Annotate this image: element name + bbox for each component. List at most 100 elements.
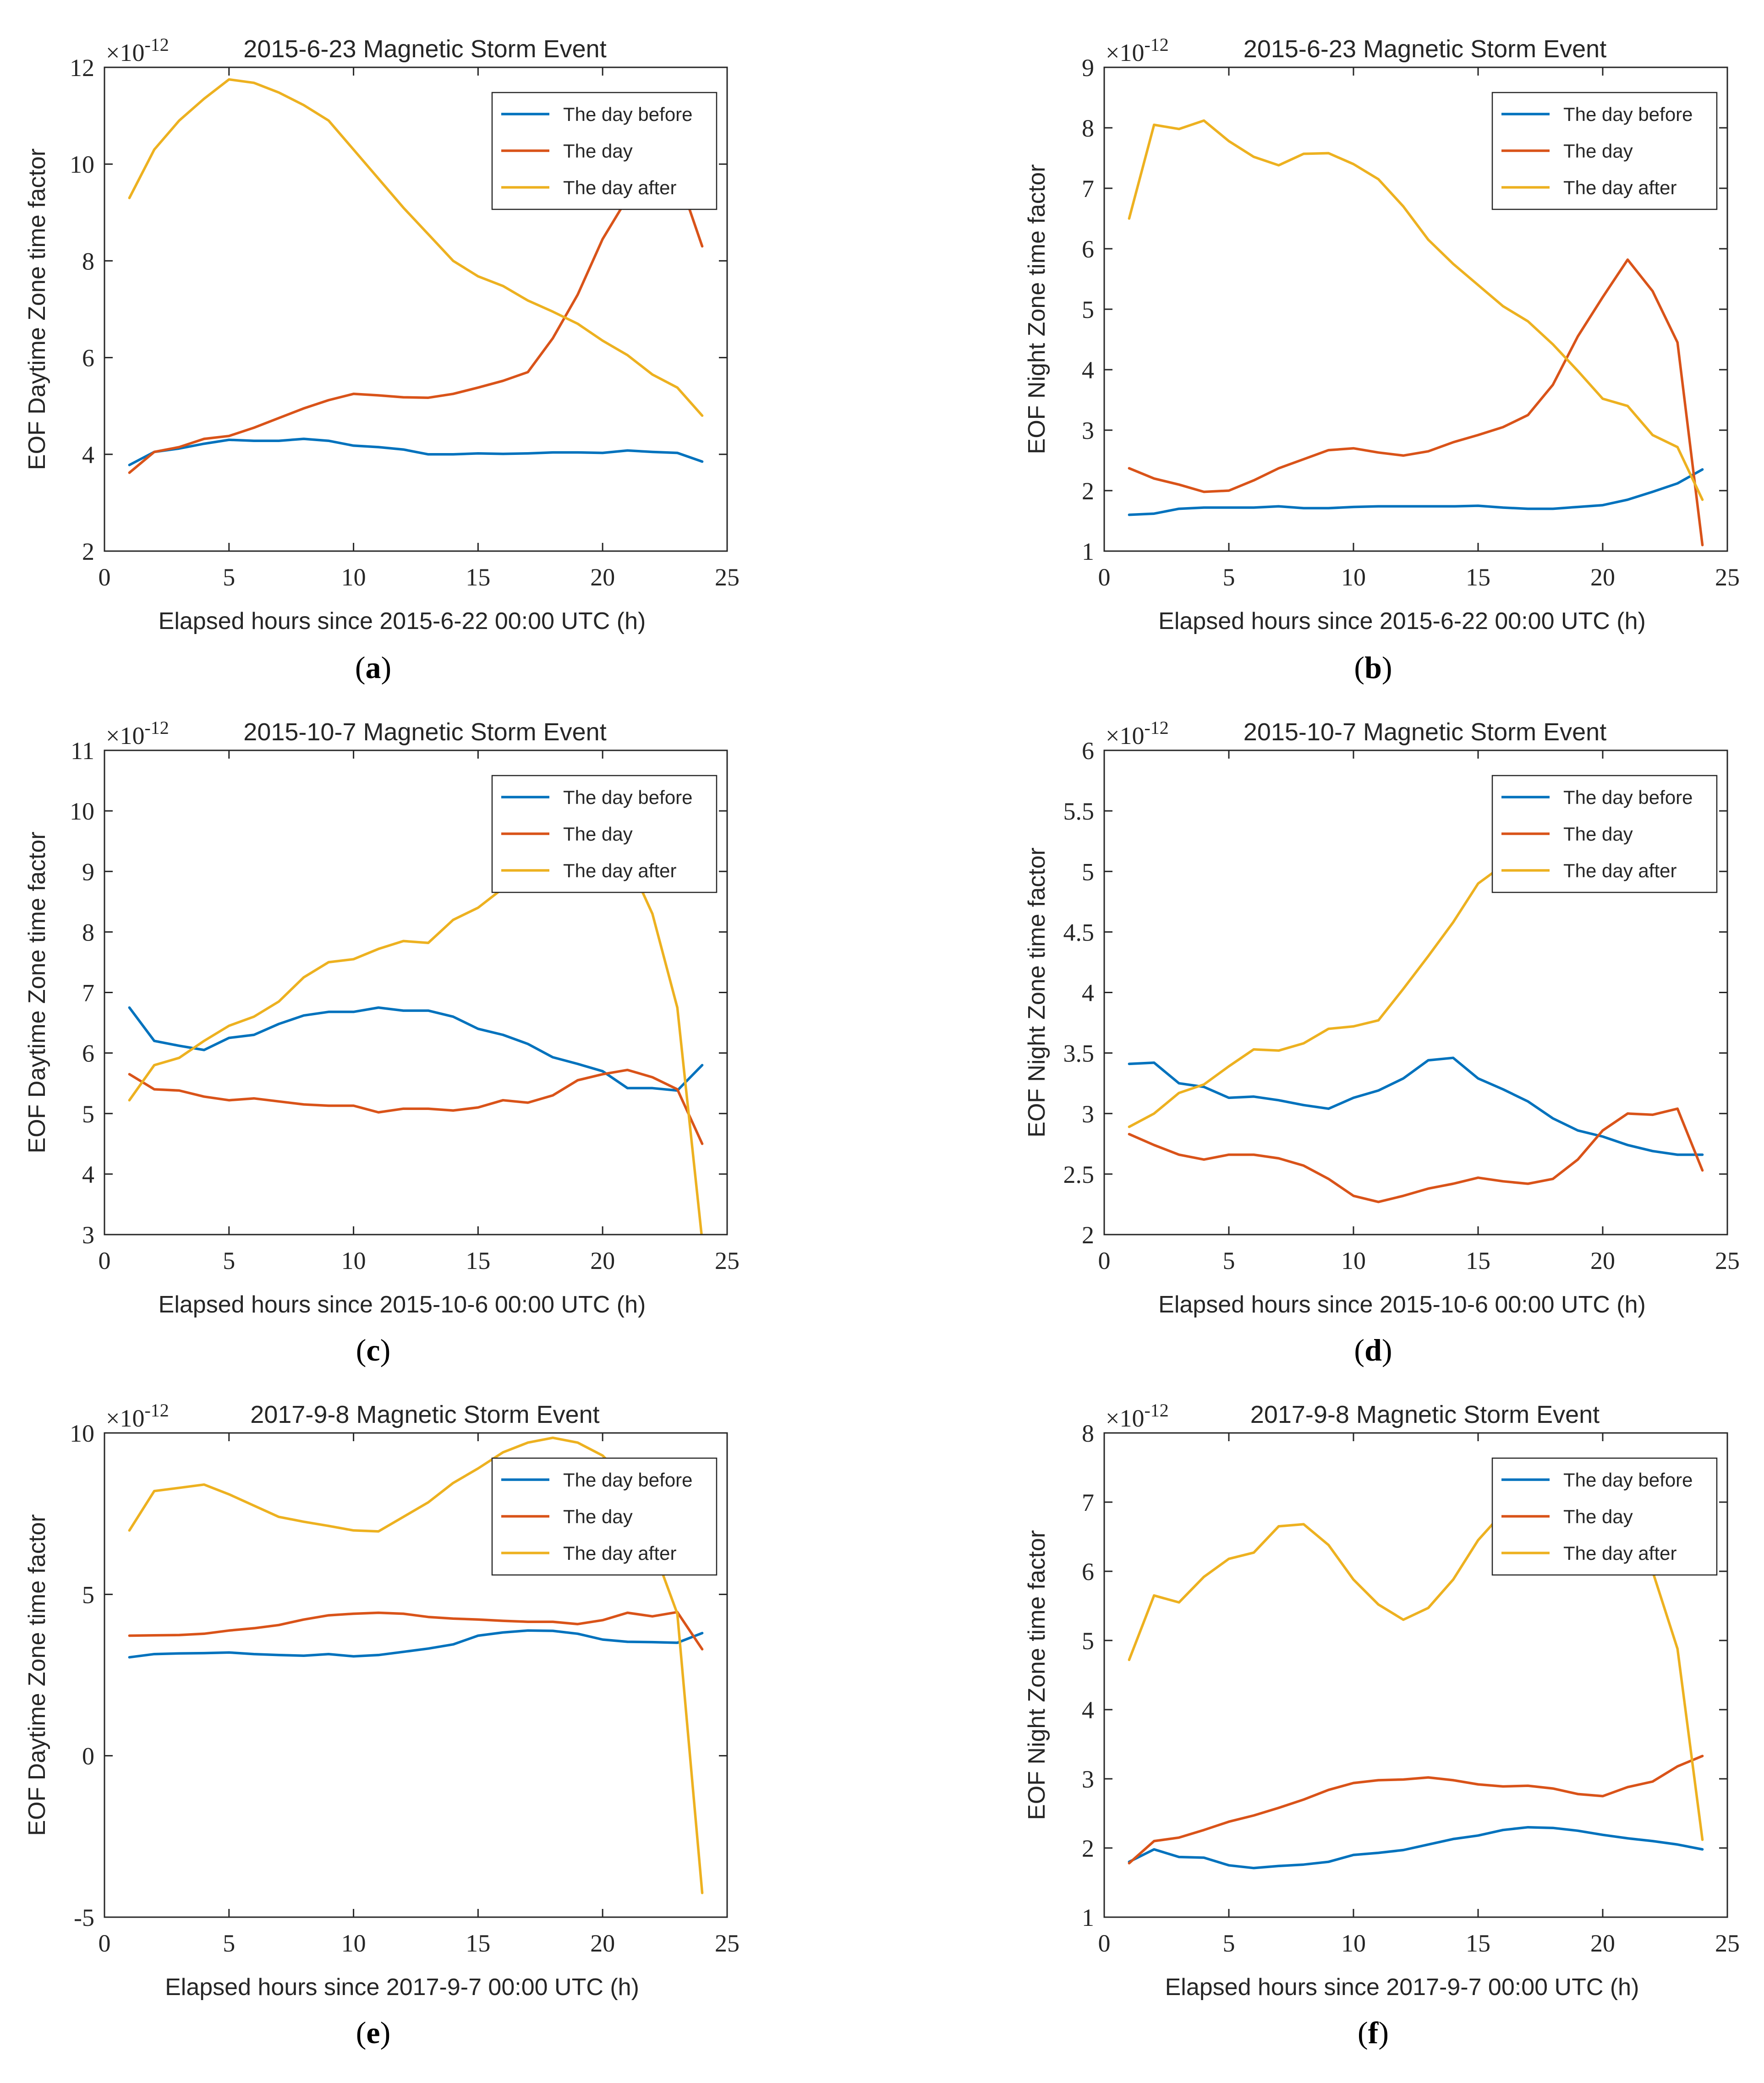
series-line-day-after	[1128, 119, 1704, 501]
x-axis-label: Elapsed hours since 2015-10-6 00:00 UTC …	[159, 1291, 646, 1318]
legend-label: The day	[563, 823, 633, 845]
y-tick-label: 4	[1082, 1696, 1094, 1724]
y-tick-label: 5	[82, 1100, 94, 1128]
y-tick-label: 10	[70, 151, 94, 178]
y-tick-label: 5	[1082, 296, 1094, 323]
y-tick-label: 10	[70, 1420, 94, 1447]
legend-label: The day before	[563, 1469, 693, 1491]
series-line-day-before	[128, 1629, 704, 1659]
y-tick-label: 6	[82, 1040, 94, 1067]
legend: The day before The day The day after	[491, 775, 718, 893]
x-tick-label: 15	[1466, 1930, 1490, 1957]
x-tick-label: 0	[99, 563, 111, 591]
series-line-the-day	[128, 1068, 704, 1145]
x-tick-label: 25	[1715, 1247, 1740, 1274]
x-axis-label: Elapsed hours since 2017-9-7 00:00 UTC (…	[165, 1974, 639, 2001]
y-tick-label: 10	[70, 798, 94, 825]
y-tick-label: 2.5	[1063, 1161, 1095, 1188]
panel-label: (f)	[1358, 2015, 1389, 2050]
series-group	[1128, 119, 1704, 547]
y-tick-label: 11	[71, 737, 94, 765]
legend: The day before The day The day after	[491, 1457, 718, 1576]
legend-label: The day before	[1563, 104, 1693, 125]
legend: The day before The day The day after	[1491, 92, 1718, 210]
panel-label: (d)	[1354, 1333, 1392, 1367]
x-tick-label: 0	[99, 1930, 111, 1957]
y-tick-label: 2	[82, 538, 94, 565]
y-exponent: ×10-12	[1106, 717, 1169, 749]
y-axis-label: EOF Night Zone time factor	[1024, 847, 1050, 1137]
y-tick-label: 8	[1082, 1420, 1094, 1447]
y-tick-label: 3	[82, 1221, 94, 1249]
x-tick-label: 5	[223, 1930, 235, 1957]
y-tick-label: 7	[1082, 175, 1094, 202]
y-tick-label: 5	[1082, 1627, 1094, 1655]
legend-label: The day	[563, 140, 633, 162]
y-axis-label: EOF Daytime Zone time factor	[24, 148, 50, 470]
x-tick-label: 25	[715, 563, 740, 591]
x-tick-label: 25	[715, 1247, 740, 1274]
chart-title: 2015-10-7 Magnetic Storm Event	[1244, 718, 1606, 746]
x-tick-label: 0	[99, 1247, 111, 1274]
x-tick-label: 15	[1466, 563, 1490, 591]
y-tick-label: 0	[82, 1743, 94, 1770]
x-tick-label: 10	[1341, 1247, 1366, 1274]
y-exponent: ×10-12	[1106, 1400, 1169, 1432]
panel-label: (b)	[1354, 650, 1392, 685]
x-tick-label: 5	[223, 563, 235, 591]
y-tick-label: 4	[1082, 356, 1094, 384]
y-exponent: ×10-12	[1106, 34, 1169, 66]
panel-d: 0 5 10 15 20 25 2 2.5 3 3.5 4 4.5 5 5.5 6 ×10-12 2015-10…	[1024, 717, 1740, 1367]
y-tick-label: 5	[1082, 858, 1094, 886]
y-tick-label: 6	[1082, 1558, 1094, 1585]
x-tick-label: 20	[590, 1247, 615, 1274]
axes-box	[1103, 1432, 1728, 1918]
x-tick-label: 10	[341, 1247, 366, 1274]
chart-title: 2015-10-7 Magnetic Storm Event	[243, 718, 606, 746]
y-tick-label: 3	[1082, 1100, 1094, 1128]
y-tick-label: 4	[1082, 979, 1094, 1007]
chart-title: 2017-9-8 Magnetic Storm Event	[250, 1401, 599, 1428]
x-tick-label: 25	[1715, 1930, 1740, 1957]
x-tick-label: 10	[341, 1930, 366, 1957]
panel-c: 0 5 10 15 20 25 3 4 5 6 7 8 9 10 11 ×10-12 2015-10-7 Mag…	[24, 717, 740, 1367]
y-tick-label: 8	[1082, 115, 1094, 142]
x-tick-label: 15	[466, 1930, 490, 1957]
y-tick-label: 6	[1082, 737, 1094, 765]
legend-label: The day after	[1563, 1542, 1676, 1564]
x-tick-label: 15	[1466, 1247, 1490, 1274]
legend: The day before The day The day after	[1491, 775, 1718, 893]
x-tick-label: 20	[1590, 563, 1615, 591]
panel-b: 0 5 10 15 20 25 1 2 3 4 5 6 7 8 9 ×10-12 2015-6-23 Magne…	[1024, 34, 1740, 685]
y-tick-label: 5.5	[1063, 798, 1095, 825]
chart-title: 2015-6-23 Magnetic Storm Event	[1244, 35, 1606, 63]
legend-label: The day after	[1563, 177, 1676, 198]
y-tick-label: 9	[82, 858, 94, 886]
axes-box	[104, 1432, 728, 1918]
y-tick-label: 3	[1082, 1766, 1094, 1793]
y-axis-label: EOF Night Zone time factor	[1024, 1530, 1050, 1820]
series-line-day-before	[128, 437, 704, 466]
y-tick-label: 1	[1082, 538, 1094, 565]
y-tick-label: 4	[82, 441, 94, 469]
series-line-day-after	[128, 78, 704, 417]
x-tick-label: 20	[1590, 1247, 1615, 1274]
legend-label: The day after	[563, 860, 676, 881]
y-tick-label: 12	[70, 54, 94, 82]
series-line-day-before	[1128, 468, 1704, 516]
x-tick-label: 0	[1098, 1930, 1111, 1957]
y-tick-label: 8	[82, 247, 94, 275]
y-tick-label: 6	[82, 344, 94, 372]
y-tick-label: 2	[1082, 477, 1094, 505]
legend-label: The day before	[1563, 787, 1693, 808]
x-tick-label: 15	[466, 563, 490, 591]
x-tick-label: 0	[1098, 1247, 1111, 1274]
x-tick-label: 25	[1715, 563, 1740, 591]
x-tick-label: 20	[590, 1930, 615, 1957]
panel-label: (a)	[355, 650, 391, 685]
x-axis-label: Elapsed hours since 2015-6-22 00:00 UTC …	[1158, 608, 1646, 634]
panel-label: (e)	[356, 2015, 391, 2050]
legend: The day before The day The day after	[1491, 1457, 1718, 1576]
